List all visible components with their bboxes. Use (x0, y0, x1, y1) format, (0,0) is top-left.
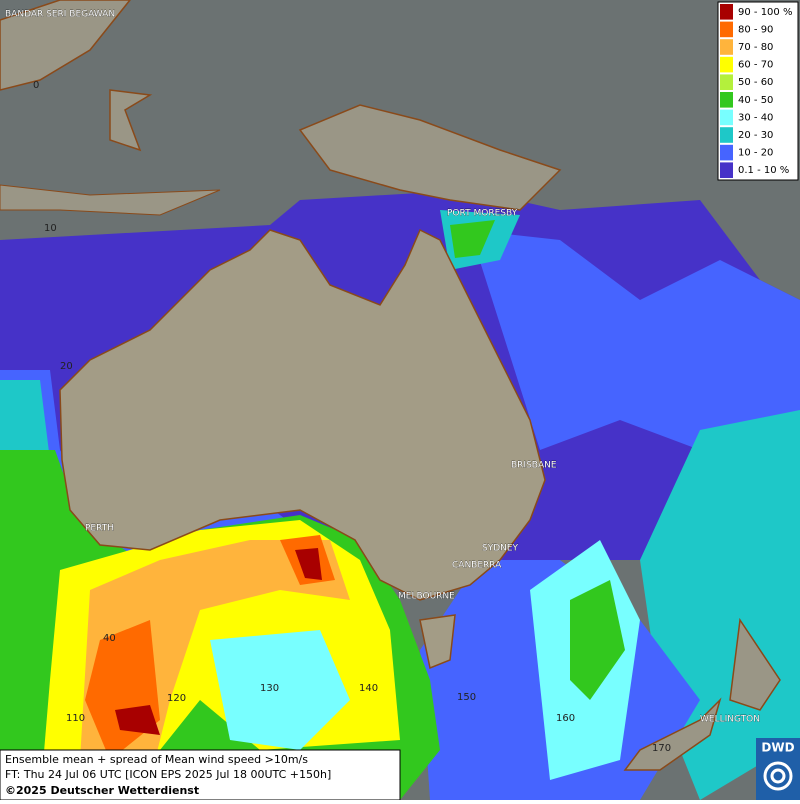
legend-label: 50 - 60 (738, 77, 773, 88)
grid-label: 20 (60, 361, 73, 372)
zone-30 (210, 630, 350, 750)
legend-label: 80 - 90 (738, 24, 773, 35)
legend-label: 0.1 - 10 % (738, 165, 789, 176)
grid-label: 140 (359, 683, 378, 694)
sulawesi (109, 89, 153, 152)
logo-text: DWD (761, 741, 794, 755)
place-label: PORT MORESBY (447, 209, 518, 219)
tasmania (419, 614, 456, 670)
borneo (0, 0, 131, 91)
islands (0, 184, 221, 216)
grid-label: 10 (44, 223, 57, 234)
legend-swatch (720, 92, 733, 108)
place-label: CANBERRA (452, 561, 502, 571)
legend-swatch (720, 21, 733, 38)
place-label: PERTH (85, 524, 114, 534)
place-label: BRISBANE (511, 461, 557, 471)
zone-90 (295, 548, 322, 580)
grid-label: 110 (66, 713, 85, 724)
legend-swatch (720, 127, 733, 143)
legend-label: 70 - 80 (738, 42, 773, 53)
legend-swatch (720, 4, 733, 20)
legend-swatch (720, 39, 733, 55)
place-label: SYDNEY (482, 544, 519, 554)
zone-40 (450, 220, 495, 258)
place-label: MELBOURNE (398, 592, 455, 602)
grid-label: 150 (457, 692, 476, 703)
zone-10 (470, 230, 800, 450)
caption-line: ©2025 Deutscher Wetterdienst (5, 784, 199, 797)
logo-swirl (763, 761, 793, 791)
legend-swatch (720, 162, 733, 178)
grid-label: 40 (103, 633, 116, 644)
legend-label: 40 - 50 (738, 95, 773, 106)
place-label: BANDAR SERI BEGAWAN (5, 10, 115, 20)
caption-line: FT: Thu 24 Jul 06 UTC [ICON EPS 2025 Jul… (5, 768, 331, 781)
legend-swatch (720, 56, 733, 73)
new-guinea (298, 104, 562, 211)
grid-label: 0 (33, 80, 39, 91)
zone-90 (115, 705, 160, 735)
legend-label: 30 - 40 (738, 112, 773, 123)
nz-north (729, 617, 781, 711)
legend-items: 90 - 100 % 80 - 90 70 - 80 60 - 70 50 - 60 40… (720, 4, 792, 178)
zone-40 (570, 580, 625, 700)
legend-label: 60 - 70 (738, 60, 773, 71)
legend-label: 90 - 100 % (738, 7, 792, 18)
place-label: WELLINGTON (700, 715, 760, 725)
legend-swatch (720, 74, 733, 90)
legend-swatch (720, 144, 733, 161)
grid-label: 130 (260, 683, 279, 694)
zone-20 (0, 380, 50, 470)
australia (59, 228, 546, 601)
grid-label: 170 (652, 743, 671, 754)
legend-label: 20 - 30 (738, 130, 773, 141)
grid-label: 120 (167, 693, 186, 704)
nz-south (623, 697, 722, 771)
grid-label: 160 (556, 713, 575, 724)
legend-label: 10 - 20 (738, 148, 773, 159)
logo-swirl (770, 768, 786, 784)
caption-line: Ensemble mean + spread of Mean wind spee… (5, 753, 308, 766)
legend-swatch (720, 109, 733, 126)
